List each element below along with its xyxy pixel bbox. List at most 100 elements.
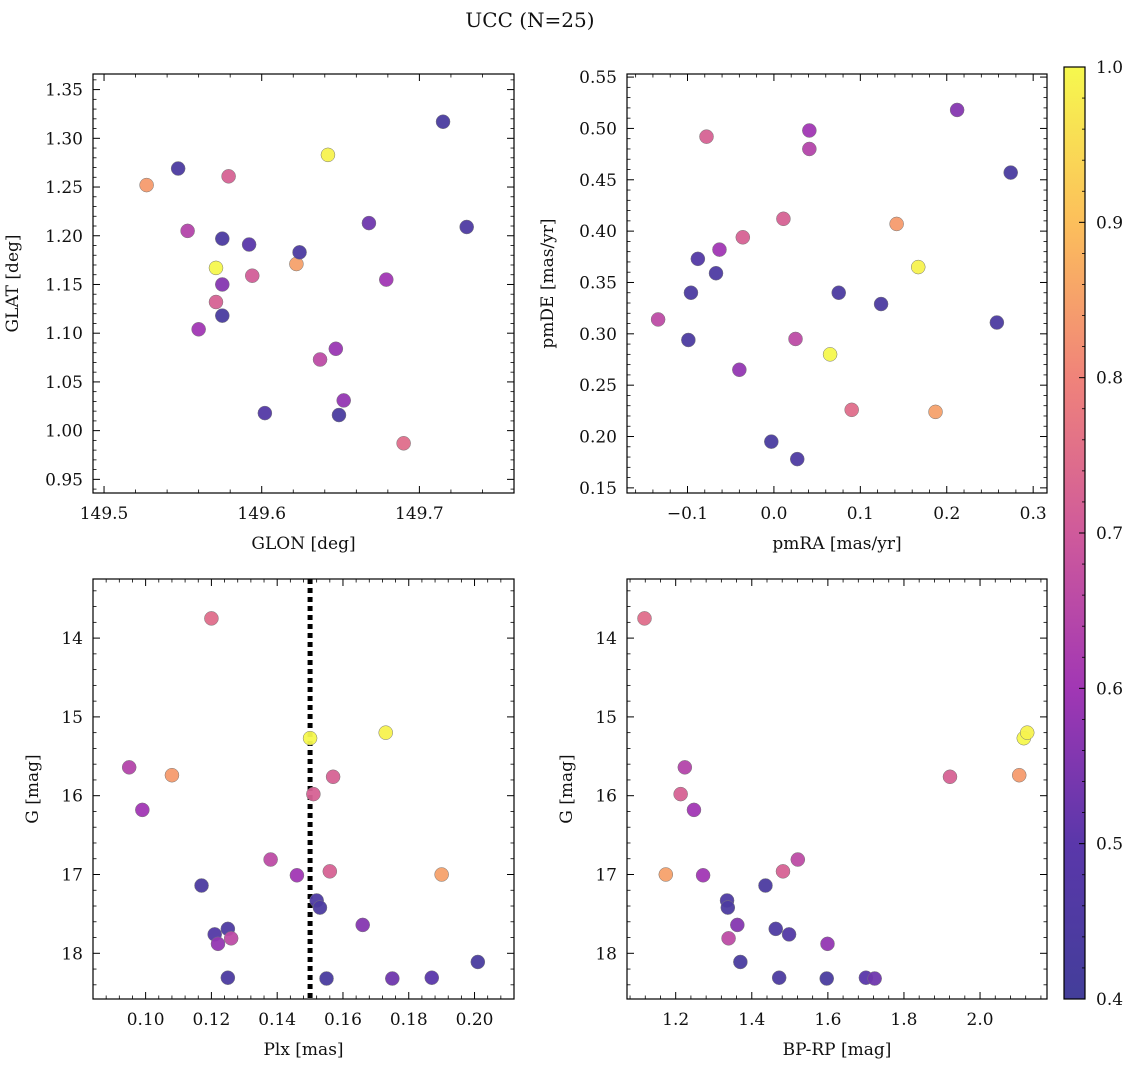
colorbar-tick-label: 0.9: [1096, 213, 1123, 233]
scatter-point: [720, 900, 736, 915]
y-tick-label: 0.40: [579, 222, 617, 242]
scatter-point: [781, 927, 797, 942]
scatter-point: [435, 114, 451, 129]
scatter-point: [771, 970, 787, 985]
scatter-point: [673, 786, 688, 802]
y-tick-label: 1.15: [45, 275, 83, 295]
scatter-point: [732, 362, 747, 378]
scatter-point: [319, 971, 334, 986]
scatter-point: [802, 123, 817, 138]
x-tick-label: 149.7: [395, 504, 444, 524]
scatter-point: [712, 242, 727, 257]
ticks: 0.10 0.12 0.14 0.16 0.18 0.20 14 15 16 17 18: [61, 579, 515, 1030]
y-axis-label: G [mag]: [557, 754, 577, 823]
ticks: −0.1 0.0 0.1 0.2 0.3 0.15 0.20 0.25 0.30 0.35 0.40…: [579, 68, 1047, 524]
axes-frame: [92, 73, 515, 494]
scatter-point: [336, 393, 351, 408]
ticks: 1.2 1.4 1.6 1.8 2.0 14 15 16 17 18: [595, 579, 1047, 1030]
scatter-point: [802, 141, 817, 157]
panel-plx-g: 0.10 0.12 0.14 0.16 0.18 0.20 14 15 16 17 18 Plx [m…: [23, 578, 515, 1060]
x-tick-label: 0.12: [192, 1010, 230, 1030]
scatter-point: [831, 285, 846, 300]
y-tick-label: 18: [61, 944, 83, 964]
axes-frame: [626, 73, 1048, 494]
scatter-point: [164, 767, 180, 783]
y-tick-label: 18: [595, 944, 617, 964]
scatter-point: [194, 878, 209, 893]
y-axis-label: G [mag]: [23, 754, 43, 823]
scatter-point: [385, 971, 400, 986]
figure-title: UCC (N=25): [465, 8, 594, 32]
scatter-point: [768, 921, 783, 937]
scatter-point: [819, 971, 834, 986]
panel-glon-glat: 149.5 149.6 149.7 0.95 1.00 1.05 1.10 1.15 1.20 1…: [3, 73, 515, 554]
scatter-point: [820, 936, 835, 952]
y-tick-label: 15: [595, 708, 617, 728]
x-tick-label: 0.0: [760, 504, 787, 524]
panel-bprp-g: 1.2 1.4 1.6 1.8 2.0 14 15 16 17 18 BP-RP [mag] G [m…: [557, 578, 1048, 1060]
scatter-point: [790, 852, 806, 867]
scatter-point: [121, 760, 137, 775]
colorbar-tick-label: 1.0: [1096, 58, 1123, 78]
y-tick-label: 0.50: [579, 119, 617, 139]
scatter-point: [245, 268, 260, 283]
plot-area: [650, 102, 1018, 467]
scatter-point: [215, 231, 230, 246]
y-tick-label: 16: [61, 787, 83, 807]
scatter-point: [263, 852, 278, 867]
scatter-point: [215, 308, 230, 323]
scatter-point: [942, 769, 958, 785]
x-tick-label: 1.2: [662, 1010, 689, 1030]
colorbar-tick-label: 0.5: [1096, 835, 1123, 855]
x-tick-label: 0.16: [324, 1010, 362, 1030]
y-tick-label: 1.00: [45, 422, 83, 442]
scatter-point: [928, 404, 943, 420]
scatter-point: [208, 294, 224, 310]
x-tick-label: 0.3: [1020, 504, 1047, 524]
scatter-point: [378, 725, 393, 740]
scatter-point: [776, 211, 791, 227]
y-axis-label: pmDE [mas/yr]: [538, 218, 558, 348]
scatter-point: [637, 611, 652, 626]
x-axis-label: GLON [deg]: [251, 534, 355, 554]
scatter-point: [889, 216, 904, 232]
scatter-point: [730, 917, 745, 933]
scatter-point: [208, 260, 224, 276]
scatter-point: [396, 436, 411, 451]
scatter-point: [910, 259, 926, 275]
scatter-point: [1019, 725, 1035, 740]
x-tick-label: 1.6: [814, 1010, 841, 1030]
scatter-point: [215, 277, 230, 292]
x-axis-label: pmRA [mas/yr]: [772, 534, 901, 554]
scatter-point: [735, 230, 751, 245]
colorbar: 0.4 0.5 0.6 0.7 0.8 0.9 1.0: [1063, 58, 1123, 1010]
scatter-point: [204, 611, 219, 626]
scatter-point: [758, 878, 773, 893]
scatter-point: [191, 322, 206, 337]
y-tick-label: 17: [595, 865, 617, 885]
scatter-point: [328, 341, 344, 357]
scatter-point: [424, 970, 440, 985]
x-tick-label: 149.6: [237, 504, 286, 524]
scatter-point: [721, 931, 736, 946]
y-tick-label: 16: [595, 787, 617, 807]
y-tick-label: 1.05: [45, 373, 83, 393]
y-tick-label: 1.25: [45, 178, 83, 198]
y-tick-label: 0.25: [579, 376, 617, 396]
scatter-point: [312, 900, 328, 915]
y-tick-label: 14: [595, 629, 617, 649]
scatter-point: [989, 315, 1005, 330]
x-tick-label: 0.20: [456, 1010, 494, 1030]
x-tick-label: 0.2: [933, 504, 960, 524]
panel-pmra-pmde: −0.1 0.0 0.1 0.2 0.3 0.15 0.20 0.25 0.30 0.35 0.40…: [538, 68, 1048, 554]
y-tick-label: 14: [61, 629, 83, 649]
scatter-point: [306, 786, 321, 802]
colorbar-tick-label: 0.4: [1096, 990, 1123, 1010]
scatter-point: [325, 769, 341, 785]
scatter-point: [789, 451, 805, 467]
scatter-point: [708, 265, 724, 281]
scatter-point: [180, 223, 195, 239]
x-axis-label: Plx [mas]: [263, 1040, 343, 1060]
scatter-point: [322, 864, 338, 879]
